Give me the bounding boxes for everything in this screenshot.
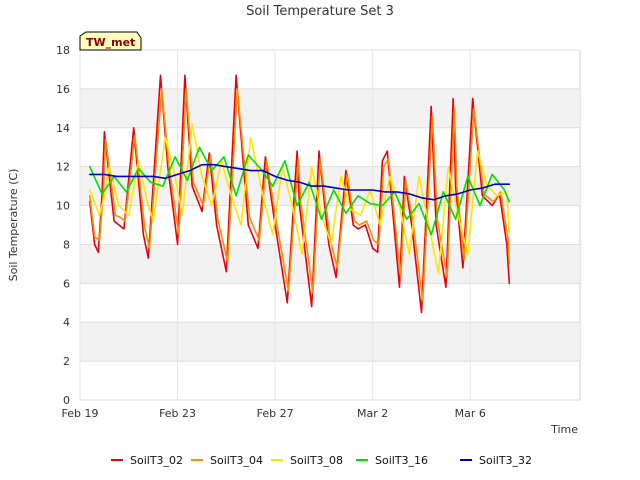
plot-area bbox=[79, 49, 581, 401]
legend-label: SoilT3_04 bbox=[210, 454, 263, 467]
series-line-soilt3-04 bbox=[89, 88, 511, 302]
y-tick-label: 6 bbox=[63, 277, 70, 290]
legend: SoilT3_02 SoilT3_04 SoilT3_08 SoilT3_16 Soil… bbox=[111, 454, 532, 467]
legend-label: SoilT3_02 bbox=[130, 454, 183, 467]
tw-met-badge: TW_met bbox=[79, 31, 142, 51]
series-lines bbox=[89, 74, 511, 314]
badge-shape bbox=[79, 31, 142, 51]
y-tick-label: 16 bbox=[56, 83, 70, 96]
grid-band bbox=[80, 88, 580, 128]
badge-label: TW_met bbox=[86, 36, 135, 49]
legend-label: SoilT3_16 bbox=[375, 454, 428, 467]
y-tick-label: 2 bbox=[63, 355, 70, 368]
series-line-soilt3-08 bbox=[89, 123, 511, 275]
x-tick-label: Feb 27 bbox=[257, 407, 294, 420]
x-axis-ticks: Feb 19 Feb 23 Feb 27 Mar 2 Mar 6 bbox=[62, 407, 486, 420]
series-line-soilt3-02 bbox=[89, 74, 511, 314]
x-axis-label: Time bbox=[550, 423, 578, 436]
x-tick-label: Mar 6 bbox=[455, 407, 486, 420]
legend-label: SoilT3_08 bbox=[290, 454, 343, 467]
grid-band bbox=[80, 322, 580, 362]
y-tick-label: 14 bbox=[56, 122, 70, 135]
series-line-soilt3-32 bbox=[89, 163, 511, 201]
y-axis-label: Soil Temperature (C) bbox=[7, 169, 20, 282]
y-tick-label: 12 bbox=[56, 161, 70, 174]
chart-title: Soil Temperature Set 3 bbox=[246, 4, 394, 19]
x-tick-label: Feb 19 bbox=[62, 407, 99, 420]
x-tick-label: Mar 2 bbox=[357, 407, 388, 420]
y-tick-label: 0 bbox=[63, 394, 70, 407]
y-tick-label: 10 bbox=[56, 200, 70, 213]
x-tick-label: Feb 23 bbox=[159, 407, 196, 420]
y-tick-label: 18 bbox=[56, 44, 70, 57]
y-tick-label: 4 bbox=[63, 316, 70, 329]
y-tick-label: 8 bbox=[63, 238, 70, 251]
y-axis-ticks: 0 2 4 6 8 10 12 14 16 18 bbox=[56, 44, 70, 407]
legend-label: SoilT3_32 bbox=[479, 454, 532, 467]
